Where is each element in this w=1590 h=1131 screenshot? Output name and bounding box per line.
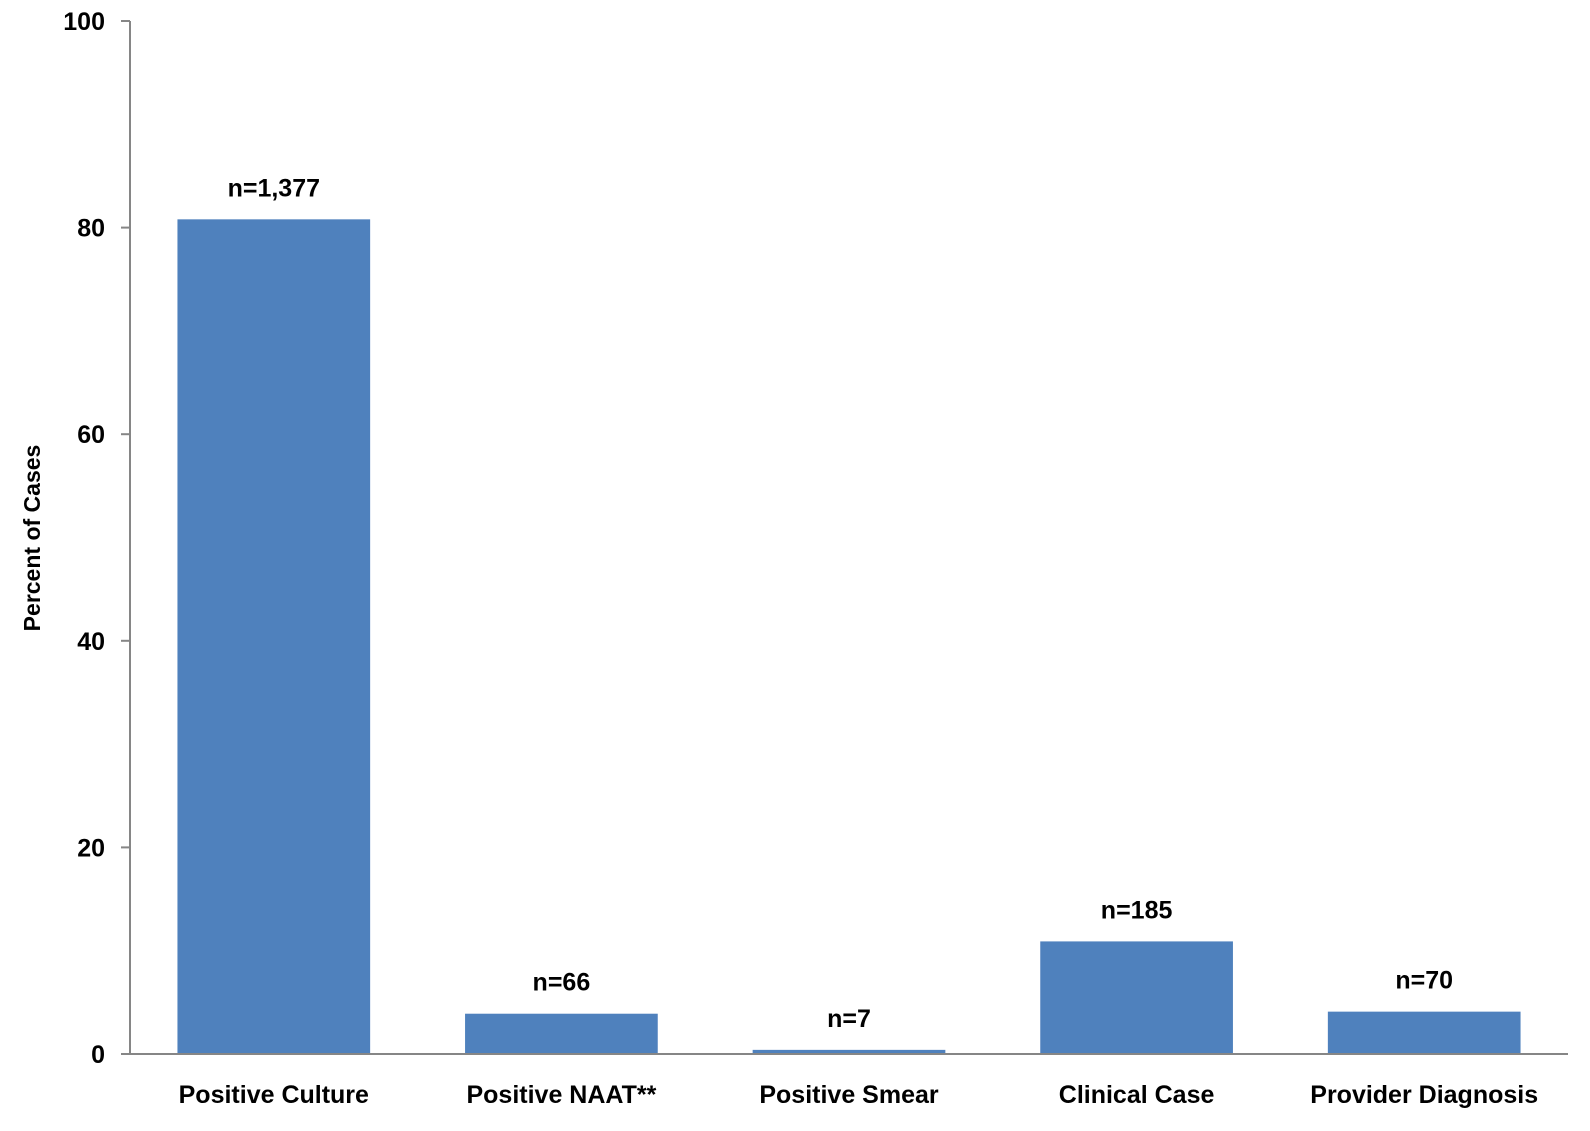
x-category-label: Positive Smear bbox=[759, 1081, 939, 1109]
x-category-label: Positive NAAT** bbox=[466, 1081, 656, 1109]
y-tick-label: 0 bbox=[91, 1041, 105, 1069]
bars bbox=[177, 219, 1521, 1054]
bar-data-label: n=7 bbox=[827, 1005, 871, 1033]
bar bbox=[1040, 941, 1233, 1054]
y-tick-label: 60 bbox=[77, 421, 105, 449]
bar-data-label: n=70 bbox=[1395, 967, 1453, 995]
bar-data-label: n=1,377 bbox=[228, 174, 320, 202]
x-axis-category-labels: Positive Culture Positive NAAT** Positive … bbox=[179, 1081, 1538, 1109]
bar bbox=[177, 219, 371, 1054]
bar-data-label: n=185 bbox=[1101, 896, 1173, 924]
bar-data-label: n=66 bbox=[533, 969, 591, 997]
bar bbox=[752, 1049, 946, 1054]
y-tick-label: 20 bbox=[77, 834, 105, 862]
x-category-label: Provider Diagnosis bbox=[1310, 1081, 1538, 1109]
y-tick-label: 80 bbox=[77, 215, 105, 243]
bar bbox=[465, 1013, 658, 1054]
y-axis-ticks: 0 20 40 60 80 100 bbox=[63, 8, 130, 1069]
y-tick-label: 100 bbox=[63, 8, 105, 36]
bar bbox=[1327, 1011, 1521, 1054]
x-category-label: Clinical Case bbox=[1059, 1081, 1215, 1109]
bar-data-labels: n=1,377 n=66 n=7 n=185 n=70 bbox=[228, 174, 1453, 1033]
x-category-label: Positive Culture bbox=[179, 1081, 369, 1109]
y-axis-title: Percent of Cases bbox=[19, 445, 45, 632]
y-tick-label: 40 bbox=[77, 628, 105, 656]
